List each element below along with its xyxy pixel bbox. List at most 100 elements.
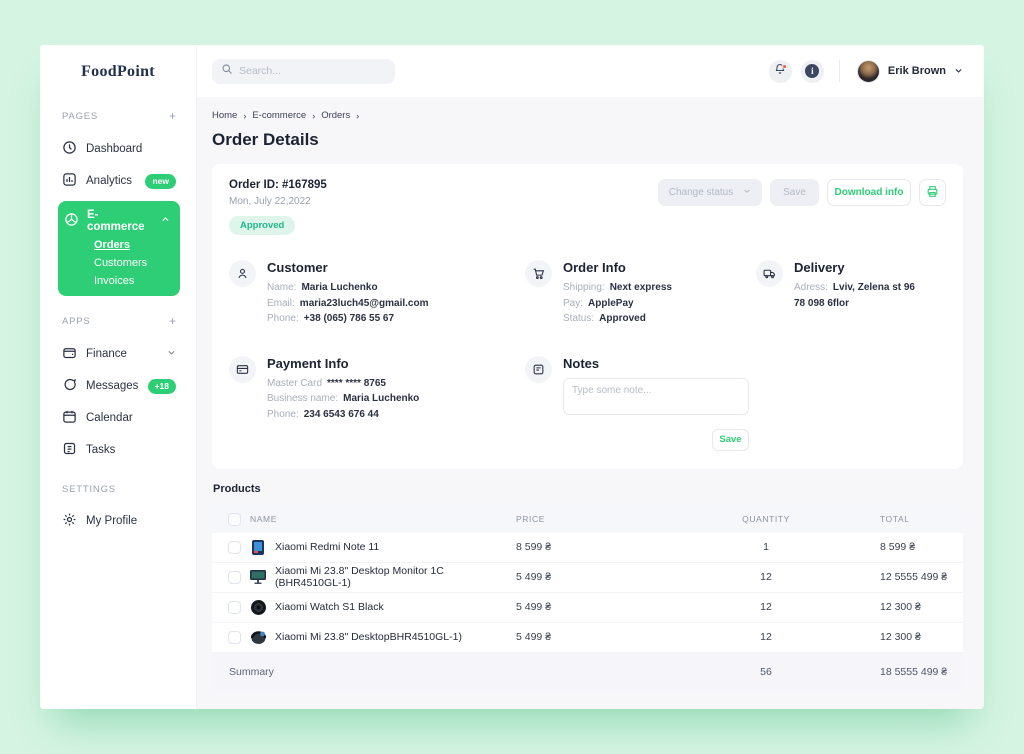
product-thumbnail [250, 599, 266, 615]
notifications-button[interactable] [768, 59, 792, 83]
product-thumbnail [250, 569, 266, 585]
tasks-icon [62, 441, 77, 459]
breadcrumb-ecommerce[interactable]: E-commerce [252, 110, 307, 121]
column-header-name: NAME [250, 514, 277, 524]
sidebar-item-my-profile[interactable]: My Profile [40, 505, 196, 537]
info-icon: i [805, 64, 820, 78]
field-label: Email: [267, 297, 295, 309]
content: Home › E-commerce › Orders › Order Detai… [197, 97, 984, 709]
status-value: Approved [599, 313, 646, 324]
field-label: Name: [267, 282, 297, 293]
sidebar-item-label: E-commerce [87, 209, 145, 233]
column-header-total: TOTAL [880, 514, 910, 524]
breadcrumb-orders[interactable]: Orders [321, 110, 351, 121]
avatar [856, 59, 880, 83]
product-thumbnail [250, 629, 266, 645]
table-row[interactable]: Xiaomi Redmi Note 11 8 599 ₴ 1 8 599 ₴ [212, 533, 963, 563]
breadcrumb-separator: › [312, 110, 316, 121]
info-button[interactable]: i [800, 59, 824, 83]
apps-add-button[interactable]: + [168, 314, 176, 328]
pages-label: PAGES [62, 110, 99, 122]
column-header-price: PRICE [516, 514, 545, 524]
select-all-checkbox[interactable] [228, 512, 241, 526]
notes-save-button[interactable]: Save [712, 428, 749, 451]
sidebar-item-messages[interactable]: Messages +18 [40, 370, 196, 402]
summary-row: Summary 56 18 5555 499 ₴ [212, 652, 963, 691]
search-input[interactable] [239, 65, 386, 77]
clock-icon [62, 140, 77, 158]
order-id-block: Order ID: #167895 Mon, July 22,2022 Appr… [229, 179, 327, 235]
sidebar-item-analytics[interactable]: Analytics new [40, 165, 196, 197]
print-button[interactable] [919, 179, 946, 206]
table-body: Xiaomi Redmi Note 11 8 599 ₴ 1 8 599 ₴ X… [212, 533, 963, 653]
table-row[interactable]: Xiaomi Mi 23.8" DesktopBHR4510GL-1) 5 49… [212, 623, 963, 653]
breadcrumb: Home › E-commerce › Orders › [212, 110, 963, 121]
pages-add-button[interactable]: + [168, 109, 176, 123]
sidebar-item-finance[interactable]: Finance [40, 338, 196, 370]
wallet-icon [62, 345, 77, 363]
customer-email: maria23luch45@gmail.com [299, 297, 429, 309]
download-info-button[interactable]: Download info [827, 179, 911, 206]
app-window: FoodPoint PAGES + Dashboard Analytics ne… [40, 45, 984, 709]
product-name: Xiaomi Redmi Note 11 [275, 541, 380, 553]
order-actions: Change status Save Download info [658, 179, 946, 206]
sidebar-subitem-customers[interactable]: Customers [94, 257, 148, 269]
change-status-dropdown[interactable]: Change status [658, 179, 762, 206]
page-title: Order Details [212, 130, 319, 149]
product-quantity: 12 [760, 601, 772, 613]
order-info-row: Customer Name: Maria Luchenko Email: maria… [229, 260, 946, 329]
payment-notes-row: Payment Info Master Card **** **** 8765 B… [229, 355, 946, 451]
field-label: Master Card [267, 377, 323, 389]
notes-section: Notes Save [525, 355, 946, 451]
product-total: 12 5555 499 ₴ [880, 571, 948, 583]
section-title: Delivery [794, 260, 845, 275]
product-name: Xiaomi Watch S1 Black [275, 601, 384, 613]
row-checkbox[interactable] [228, 540, 241, 554]
order-date: Mon, July 22,2022 [229, 196, 311, 207]
field-label: Status: [563, 313, 595, 324]
breadcrumb-home[interactable]: Home [212, 110, 238, 121]
product-total: 12 300 ₴ [880, 601, 921, 613]
user-menu[interactable]: Erik Brown [856, 59, 963, 83]
column-header-quantity: QUANTITY [742, 514, 790, 524]
card-number: **** **** 8765 [327, 377, 386, 389]
search-icon [221, 62, 233, 80]
sidebar-item-ecommerce[interactable]: E-commerce [64, 209, 170, 233]
notes-save-row: Save [563, 428, 749, 451]
table-row[interactable]: Xiaomi Watch S1 Black 5 499 ₴ 12 12 300 … [212, 593, 963, 623]
sidebar-subitem-invoices[interactable]: Invoices [94, 275, 135, 287]
settings-section-header: SETTINGS [40, 484, 196, 495]
chevron-down-icon [954, 62, 963, 80]
sidebar-item-label: Tasks [86, 444, 116, 456]
sidebar-subitem-orders[interactable]: Orders [94, 239, 131, 251]
row-checkbox[interactable] [228, 630, 241, 644]
apps-section-header: APPS + [40, 314, 196, 328]
product-name: Xiaomi Mi 23.8" DesktopBHR4510GL-1) [275, 631, 462, 643]
note-icon [525, 355, 552, 383]
summary-quantity: 56 [760, 665, 772, 678]
printer-icon [926, 185, 939, 201]
order-header: Order ID: #167895 Mon, July 22,2022 Appr… [229, 179, 946, 235]
product-total: 8 599 ₴ [880, 541, 916, 553]
order-details-card: Order ID: #167895 Mon, July 22,2022 Appr… [212, 164, 963, 469]
product-price: 5 499 ₴ [516, 571, 552, 583]
chevron-down-icon [167, 348, 176, 360]
notes-textarea[interactable] [563, 377, 749, 415]
sidebar-item-tasks[interactable]: Tasks [40, 434, 196, 466]
products-table: NAME PRICE QUANTITY TOTAL Xiaomi Redmi N… [212, 505, 963, 691]
sidebar-item-dashboard[interactable]: Dashboard [40, 133, 196, 165]
notification-dot [781, 63, 787, 69]
app-logo: FoodPoint [81, 63, 155, 80]
sidebar-item-label: Finance [86, 348, 127, 360]
row-checkbox[interactable] [228, 570, 241, 584]
field-label: Phone: [267, 408, 299, 420]
delivery-address: Lviv, Zelena st 96 [832, 282, 915, 293]
product-price: 8 599 ₴ [516, 541, 552, 553]
save-button[interactable]: Save [770, 179, 819, 206]
table-row[interactable]: Xiaomi Mi 23.8" Desktop Monitor 1C (BHR4… [212, 563, 963, 593]
row-checkbox[interactable] [228, 600, 241, 614]
delivery-section: Delivery Adress: Lviv, Zelena st 96 78 09… [756, 260, 946, 329]
search-box[interactable] [212, 58, 395, 84]
field-label: Adress: [794, 282, 828, 293]
sidebar-item-calendar[interactable]: Calendar [40, 402, 196, 434]
